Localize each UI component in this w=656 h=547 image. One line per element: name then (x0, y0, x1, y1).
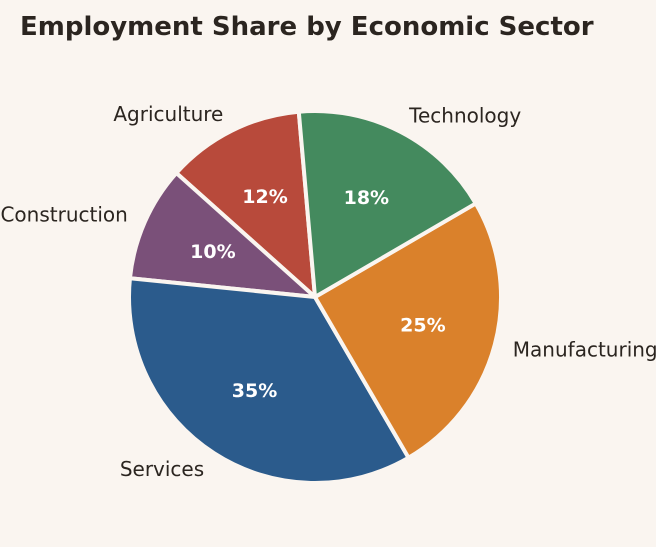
slice-label-agriculture: Agriculture (113, 102, 223, 126)
slice-label-services: Services (120, 457, 204, 481)
slice-pct-technology: 18% (344, 187, 389, 209)
slice-label-technology: Technology (408, 103, 521, 127)
pie-slice-agriculture (174, 109, 317, 299)
pie-slice-construction (127, 171, 317, 299)
slice-label-construction: Construction (0, 202, 127, 226)
slice-pct-construction: 10% (190, 241, 235, 263)
chart-title: Employment Share by Economic Sector (20, 12, 594, 42)
slice-pct-agriculture: 12% (242, 186, 287, 208)
pie-slice-technology (296, 109, 478, 299)
slice-pct-services: 35% (232, 380, 277, 402)
slice-label-manufacturing: Manufacturing (513, 337, 656, 361)
slice-pct-manufacturing: 25% (400, 315, 445, 337)
pie-slice-manufacturing (313, 201, 503, 460)
pie-slice-services (127, 276, 411, 485)
